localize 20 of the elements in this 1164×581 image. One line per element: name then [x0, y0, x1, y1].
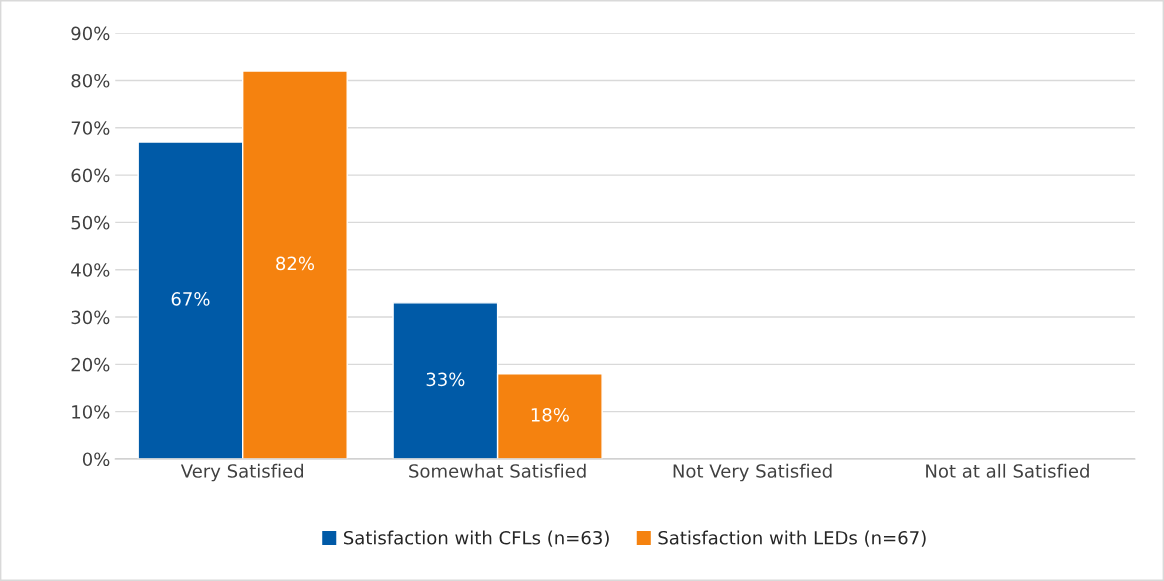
legend-label: Satisfaction with LEDs (n=67)	[658, 530, 926, 547]
data-label: 33%	[426, 372, 465, 387]
x-tick-label: Very Satisfied	[180, 463, 303, 482]
y-tick-label: 60%	[71, 168, 110, 183]
x-tick-label: Not Very Satisfied	[673, 463, 832, 482]
y-tick-label: 90%	[71, 26, 110, 41]
legend-label: Satisfaction with CFLs (n=63)	[343, 530, 609, 547]
x-tick-label: Not at all Satisfied	[926, 463, 1089, 478]
y-tick-label: 80%	[71, 73, 110, 88]
y-tick-label: 30%	[71, 310, 110, 325]
data-label: 18%	[531, 407, 569, 422]
data-label: 67%	[171, 292, 210, 306]
data-label: 82%	[276, 256, 315, 271]
y-tick-label: 0%	[82, 452, 110, 467]
y-tick-label: 50%	[71, 215, 110, 230]
x-tick-label: Somewhat Satisfied	[409, 463, 586, 478]
y-tick-label: 40%	[71, 263, 110, 277]
y-tick-label: 20%	[71, 357, 110, 372]
y-tick-label: 10%	[72, 405, 110, 419]
y-tick-label: 70%	[71, 121, 110, 135]
